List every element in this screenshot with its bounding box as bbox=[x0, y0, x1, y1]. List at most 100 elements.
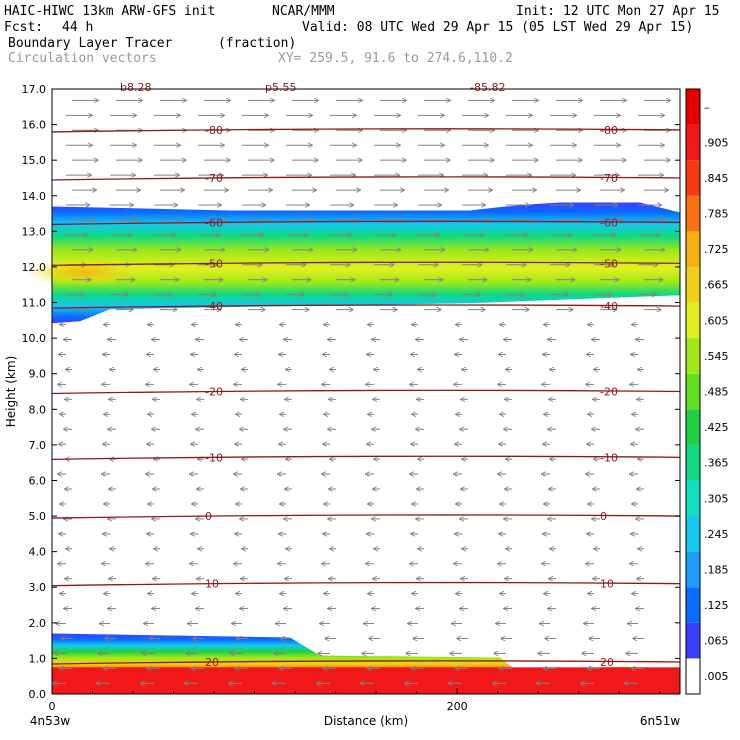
contour-label-bg bbox=[203, 451, 229, 463]
colorbar: .005 .065 .125 .185 .245 .305 .365 .425 .485 .545… bbox=[685, 88, 729, 695]
contour-label: -50 bbox=[205, 257, 223, 270]
colorbar-swatch bbox=[686, 551, 700, 588]
colorbar-swatch bbox=[686, 444, 700, 481]
contour-label-bg bbox=[203, 656, 229, 668]
plot-frame bbox=[51, 88, 681, 695]
contour-label: 10 bbox=[205, 578, 219, 591]
contour-label-bg bbox=[203, 216, 229, 228]
colorbar-swatch bbox=[686, 266, 700, 303]
contour-label-bg bbox=[598, 300, 624, 312]
temperature-contour bbox=[51, 304, 681, 309]
contour-label: -10 bbox=[600, 451, 618, 464]
colorbar-label: .125 bbox=[704, 599, 729, 612]
right-endpoint-label: 6n51w bbox=[640, 714, 681, 728]
y-tick-label: 3.0 bbox=[29, 581, 47, 594]
colorbar-label: .425 bbox=[704, 421, 729, 434]
contour-label-bg bbox=[203, 257, 229, 269]
y-tick-label: 14.0 bbox=[22, 190, 47, 203]
contour-top-label: b8.28 bbox=[120, 81, 151, 94]
temperature-contour bbox=[51, 128, 681, 133]
contour-label-bg bbox=[203, 124, 229, 136]
contour-label: -10 bbox=[205, 451, 223, 464]
colorbar-swatch bbox=[686, 622, 700, 659]
colorbar-label: .725 bbox=[704, 243, 729, 256]
y-tick-label: 15.0 bbox=[22, 154, 47, 167]
x-tick-label: 0 bbox=[49, 700, 56, 713]
colorbar-swatch bbox=[686, 124, 700, 161]
colorbar-swatch bbox=[686, 658, 700, 694]
tracer-fill bbox=[25, 202, 680, 694]
contour-label-bg bbox=[598, 578, 624, 590]
colorbar-label: – bbox=[704, 101, 710, 114]
org-label: NCAR/MMM bbox=[272, 4, 335, 19]
colorbar-label: .785 bbox=[704, 208, 729, 221]
contour-label: -20 bbox=[600, 386, 618, 399]
y-tick-label: 16.0 bbox=[22, 119, 47, 132]
x-tick-label: 200 bbox=[447, 700, 468, 713]
axes: 0.0 1.0 2.0 3.0 4.0 5.0 6.0 7.0 8.0 9.0 10.0 11.0 12… bbox=[4, 83, 681, 728]
contour-label: 0 bbox=[600, 510, 607, 523]
colorbar-swatch bbox=[686, 480, 700, 517]
y-tick-label: 13.0 bbox=[22, 225, 47, 238]
colorbar-label: .065 bbox=[704, 635, 729, 648]
colorbar-swatch bbox=[686, 373, 700, 410]
contour-label-bg bbox=[598, 451, 624, 463]
colorbar-label: .665 bbox=[704, 279, 729, 292]
contour-label-bg bbox=[203, 300, 229, 312]
vectors-label: Circulation vectors bbox=[8, 51, 157, 66]
contour-label-bg bbox=[598, 257, 624, 269]
colorbar-swatch bbox=[686, 338, 700, 374]
temperature-contour bbox=[51, 581, 681, 587]
y-tick-label: 6.0 bbox=[29, 474, 47, 487]
y-tick-label: 12.0 bbox=[22, 261, 47, 274]
temperature-contour bbox=[51, 220, 681, 226]
contour-label: 10 bbox=[600, 578, 614, 591]
boundary-layer-max bbox=[52, 667, 680, 694]
contour-label-bg bbox=[203, 172, 229, 184]
cross-section-coords: XY= 259.5, 91.6 to 274.6,110.2 bbox=[278, 51, 513, 66]
contour-label: -70 bbox=[205, 172, 223, 185]
contour-label-bg bbox=[203, 386, 229, 398]
colorbar-label: .545 bbox=[704, 350, 729, 363]
field-unit: (fraction) bbox=[218, 36, 297, 51]
colorbar-swatch bbox=[686, 160, 700, 196]
contour-label-bg bbox=[598, 124, 624, 136]
contour-label-bg bbox=[598, 386, 624, 398]
contour-label: -70 bbox=[600, 172, 618, 185]
left-endpoint-label: 4n53w bbox=[30, 714, 71, 728]
temperature-contour bbox=[51, 514, 681, 519]
colorbar-swatch bbox=[686, 516, 700, 552]
contour-label: -50 bbox=[600, 257, 618, 270]
colorbar-label: .245 bbox=[704, 528, 729, 541]
y-tick-label: 7.0 bbox=[29, 439, 47, 452]
colorbar-label: .905 bbox=[704, 136, 729, 149]
colorbar-label: .185 bbox=[704, 563, 729, 576]
x-axis-title: Distance (km) bbox=[324, 714, 408, 728]
contour-label: 0 bbox=[205, 510, 212, 523]
contour-label-bg bbox=[598, 172, 624, 184]
upper-tracer-max bbox=[25, 258, 145, 287]
y-tick-label: 17.0 bbox=[22, 83, 47, 96]
y-tick-label: 5.0 bbox=[29, 510, 47, 523]
y-tick-label: 9.0 bbox=[29, 368, 47, 381]
circulation-vectors bbox=[53, 100, 670, 683]
init-time: Init: 12 UTC Mon 27 Apr 15 bbox=[516, 4, 720, 19]
contour-label: -20 bbox=[205, 386, 223, 399]
temperature-contour bbox=[51, 261, 681, 267]
colorbar-swatch bbox=[686, 409, 700, 445]
upper-tracer-layer bbox=[52, 202, 680, 324]
contour-label-bg bbox=[203, 578, 229, 590]
temperature-contour bbox=[51, 660, 681, 665]
contour-label: -80 bbox=[600, 124, 618, 137]
y-tick-label: 8.0 bbox=[29, 403, 47, 416]
colorbar-swatch bbox=[686, 195, 700, 232]
y-axis-title: Height (km) bbox=[4, 356, 18, 427]
y-tick-label: 2.0 bbox=[29, 617, 47, 630]
y-tick-label: 0.0 bbox=[29, 688, 47, 701]
y-tick-label: 10.0 bbox=[22, 332, 47, 345]
y-tick-label: 1.0 bbox=[29, 652, 47, 665]
colorbar-label: .305 bbox=[704, 492, 729, 505]
contour-top-label: -85.82 bbox=[470, 81, 505, 94]
contour-label: 20 bbox=[205, 656, 219, 669]
